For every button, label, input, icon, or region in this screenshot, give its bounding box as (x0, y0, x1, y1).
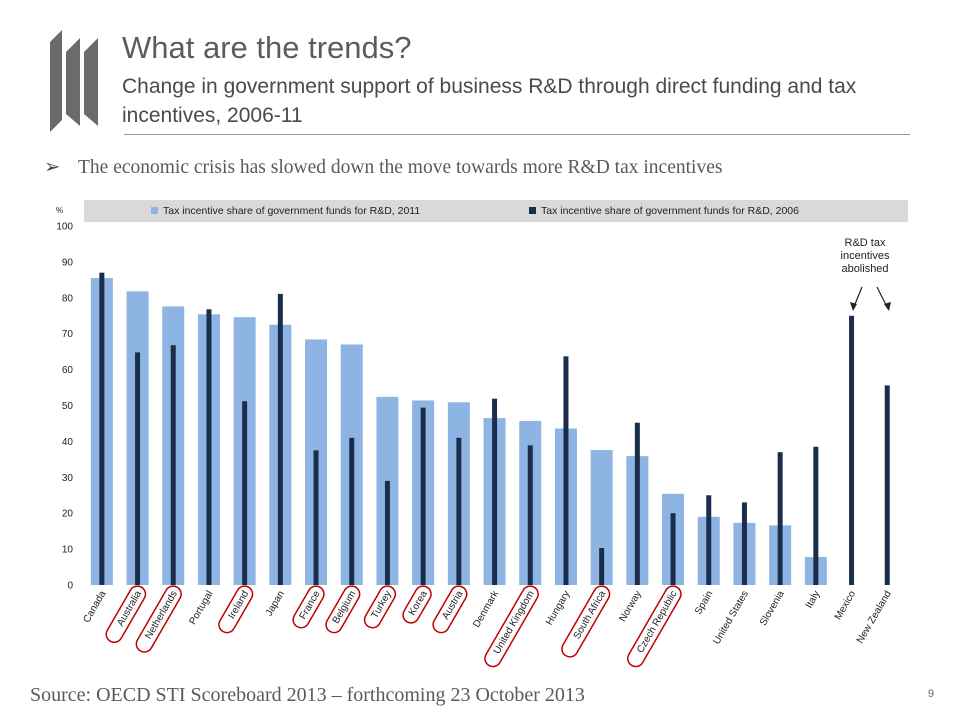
highlight-circle-south-africa (561, 585, 611, 658)
bar-2006-south-africa (599, 548, 605, 585)
highlight-circle-belgium (325, 585, 361, 634)
bullet-text: The economic crisis has slowed down the … (78, 157, 723, 178)
bar-2006-new-zealand (884, 385, 890, 585)
bar-2006-belgium (349, 437, 355, 585)
category-label-hungary: Hungary (544, 589, 572, 627)
bar-2006-turkey (384, 480, 390, 585)
bar-2006-hungary (563, 356, 569, 585)
highlight-circle-turkey (363, 585, 397, 629)
bar-2006-france (313, 450, 319, 585)
bar-2006-denmark (492, 398, 498, 585)
source-note: Source: OECD STI Scoreboard 2013 – forth… (30, 684, 585, 706)
category-label-portugal: Portugal (187, 589, 215, 627)
y-tick-label: 50 (62, 401, 74, 412)
arrow-bullet-icon: ➢ (44, 157, 61, 178)
y-tick-label: 90 (62, 257, 74, 268)
y-tick-label: 20 (62, 509, 74, 520)
logo-chevron-3 (84, 38, 98, 126)
category-label-mexico: Mexico (833, 589, 859, 622)
y-tick-label: 40 (62, 437, 74, 448)
category-label-united-states: United States (711, 589, 751, 647)
legend-label-2011: Tax incentive share of government funds … (163, 205, 420, 217)
annotation-text: R&D tax incentives abolished (841, 237, 890, 275)
highlight-circle-ireland (218, 585, 254, 634)
highlight-circle-netherlands (135, 585, 182, 653)
y-tick-label: 10 (62, 545, 74, 556)
bar-2006-united-states (741, 502, 747, 585)
bar-2006-mexico (849, 315, 855, 585)
bar-2006-austria (456, 437, 462, 585)
bar-2006-australia (135, 352, 141, 585)
y-unit-label: % (56, 206, 63, 215)
highlight-circle-austria (432, 585, 468, 634)
highlight-circle-united-kingdom (484, 585, 539, 668)
slide-title: What are the trends? (122, 30, 412, 65)
bar-2006-korea (420, 407, 426, 585)
category-label-new-zealand: New Zealand (855, 589, 894, 646)
category-label-italy: Italy (804, 589, 823, 610)
bar-2006-ireland (242, 401, 248, 585)
category-label-spain: Spain (693, 589, 715, 617)
bar-2006-slovenia (777, 452, 783, 585)
category-label-japan: Japan (264, 589, 287, 618)
bar-2006-italy (813, 446, 819, 585)
y-tick-label: 80 (62, 293, 74, 304)
category-label-canada: Canada (81, 589, 108, 625)
highlight-circle-france (292, 585, 325, 629)
y-tick-label: 30 (62, 473, 74, 484)
annotation-arrowhead-new-zealand (884, 302, 891, 311)
page-number: 9 (928, 688, 935, 700)
legend-swatch-2011 (151, 207, 158, 214)
bar-2006-portugal (206, 309, 212, 585)
annotation-arrowhead-mexico (850, 302, 857, 311)
bullet-point: ➢ The economic crisis has slowed down the… (44, 155, 722, 179)
legend-background (84, 200, 908, 222)
category-label-slovenia: Slovenia (758, 589, 787, 628)
category-label-denmark: Denmark (471, 588, 501, 629)
bar-2006-canada (99, 272, 105, 585)
y-tick-label: 70 (62, 329, 74, 340)
category-label-norway: Norway (617, 589, 643, 624)
oecd-logo (50, 30, 98, 132)
bar-2006-czech-republic (670, 513, 676, 585)
bar-2006-netherlands (170, 345, 176, 585)
title-divider (124, 134, 910, 135)
bar-2006-japan (277, 293, 283, 585)
slide-subtitle: Change in government support of business… (122, 75, 857, 127)
highlight-circle-korea (402, 585, 432, 624)
y-tick-label: 60 (62, 365, 74, 376)
category-label-czech-republic: Czech Republic (635, 589, 680, 655)
bar-2011-south-africa (590, 450, 613, 585)
highlight-circle-czech-republic (627, 585, 682, 668)
logo-chevron-2 (66, 38, 80, 126)
logo-chevron-1 (50, 30, 62, 132)
legend-swatch-2006 (529, 207, 536, 214)
y-tick-label: 100 (56, 222, 73, 233)
legend-label-2006: Tax incentive share of government funds … (541, 205, 799, 217)
bar-2006-united-kingdom (527, 445, 533, 585)
y-tick-label: 0 (67, 581, 73, 592)
highlight-circle-australia (105, 585, 147, 644)
bar-2006-spain (706, 495, 712, 585)
bar-2006-norway (634, 422, 640, 585)
